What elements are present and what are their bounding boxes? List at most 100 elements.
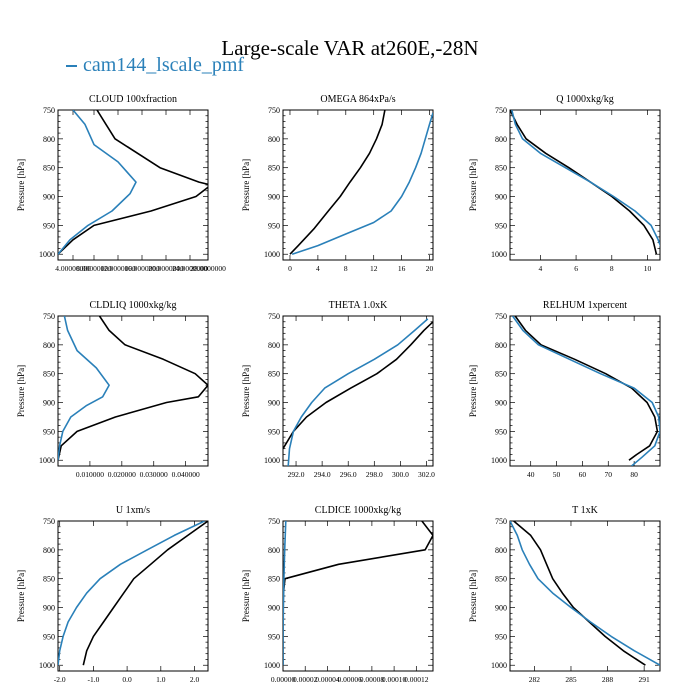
series-line-blue [511,110,660,247]
y-tick-label: 750 [268,106,280,115]
series-line-black [514,316,659,461]
x-tick-label: 0.0 [122,675,132,684]
chart-panel-7: U 1xm/s Pressure [hPa] 750 800 850 900 950 1000… [16,505,209,684]
series-line-blue [283,521,287,666]
y-tick-label: 1000 [39,250,55,259]
y-tick-label: 850 [495,164,507,173]
plot-frame [282,315,434,467]
y-tick-label: 800 [43,341,55,350]
x-tick-label: 4 [316,264,320,273]
y-tick-label: 950 [43,632,55,641]
y-tick-label: 850 [43,370,55,379]
y-tick-label: 1000 [39,456,55,465]
y-tick-label: 1000 [491,456,507,465]
y-tick-label: 850 [43,575,55,584]
x-tick-label: 0.00012 [404,675,429,684]
x-tick-label: 302.0 [418,470,435,479]
y-tick-label: 800 [268,341,280,350]
panel-title: CLOUD 100xfraction [89,94,177,105]
plot-frame [282,520,434,672]
x-tick-label: 1.0 [156,675,166,684]
chart-panel-2: OMEGA 864xPa/s Pressure [hPa] 750 800 850 900… [241,94,434,273]
x-tick-label: 282 [529,675,541,684]
panel-title: T 1xK [572,505,598,516]
y-tick-label: 800 [43,546,55,555]
y-tick-label: 850 [268,164,280,173]
y-tick-label: 850 [495,575,507,584]
x-tick-label: 2.0 [190,675,200,684]
x-tick-label: 292.0 [288,470,305,479]
y-tick-label: 850 [43,164,55,173]
chart-panel-6: RELHUM 1xpercent Pressure [hPa] 750 800 850 9… [468,300,661,479]
y-axis-label: Pressure [hPa] [468,570,478,622]
figure-title: Large-scale VAR at260E,-28N [221,36,479,60]
chart-panel-8: CLDICE 1000xkg/kg Pressure [hPa] 750 800 850… [241,505,434,684]
series-line-black [289,110,386,255]
y-tick-label: 950 [268,221,280,230]
y-tick-label: 750 [495,517,507,526]
y-axis-label: Pressure [hPa] [468,365,478,417]
y-tick-label: 900 [495,193,507,202]
x-tick-label: 16 [398,264,406,273]
y-tick-label: 950 [495,427,507,436]
y-tick-label: 900 [268,604,280,613]
panel-title: Q 1000xkg/kg [556,94,614,105]
panel-title: CLDICE 1000xkg/kg [315,505,401,516]
panel-title: RELHUM 1xpercent [543,300,627,311]
x-tick-label: 294.0 [314,470,331,479]
y-tick-label: 950 [268,632,280,641]
y-tick-label: 1000 [264,456,280,465]
y-tick-label: 950 [495,632,507,641]
x-tick-label: 20.0000000 [148,264,184,273]
y-tick-label: 900 [43,604,55,613]
x-tick-label: 0.00004 [315,675,340,684]
y-tick-label: 750 [43,312,55,321]
x-tick-label: -2.0 [54,675,66,684]
x-tick-label: 20 [426,264,434,273]
x-tick-label: 8 [344,264,348,273]
y-tick-label: 900 [43,399,55,408]
y-tick-label: 800 [495,135,507,144]
x-tick-label: 288 [602,675,614,684]
plot-frame [57,315,209,467]
panel-title: CLDLIQ 1000xkg/kg [90,300,177,311]
series-line-blue [58,521,205,666]
chart-panel-3: Q 1000xkg/kg Pressure [hPa] 750 800 850 900 95… [468,94,661,273]
series-line-black [82,521,208,666]
y-tick-label: 1000 [491,661,507,670]
y-tick-label: 850 [268,575,280,584]
x-tick-label: 80 [630,470,638,479]
y-axis-label: Pressure [hPa] [468,159,478,211]
x-tick-label: 8 [610,264,614,273]
y-tick-label: 800 [495,341,507,350]
y-tick-label: 900 [495,399,507,408]
x-tick-label: 6 [574,264,578,273]
x-tick-label: 28.0000000 [190,264,226,273]
panel-title: U 1xm/s [116,505,150,516]
series-line-black [510,110,658,255]
x-tick-label: 4.00000000 [55,264,91,273]
y-tick-label: 750 [268,312,280,321]
x-tick-label: 0.030000 [140,470,168,479]
x-tick-label: 0.00000 [271,675,296,684]
x-tick-label: 4 [538,264,542,273]
y-axis-label: Pressure [hPa] [241,570,251,622]
y-axis-label: Pressure [hPa] [241,365,251,417]
x-tick-label: 0.00010 [382,675,407,684]
y-tick-label: 950 [268,427,280,436]
x-tick-label: 60 [579,470,587,479]
chart-panel-5: THETA 1.0xK Pressure [hPa] 750 800 850 900 950… [241,300,435,479]
x-tick-label: 12 [370,264,378,273]
series-line-blue [287,318,429,466]
series-line-blue [58,110,137,255]
x-tick-label: 50 [553,470,561,479]
x-tick-label: 12.0000000 [100,264,136,273]
x-tick-label: 8.00000000 [76,264,112,273]
panel-title: THETA 1.0xK [329,300,388,311]
plot-frame [509,520,661,672]
y-tick-label: 950 [495,221,507,230]
x-tick-label: 0.040000 [172,470,200,479]
x-tick-label: 0.00002 [293,675,318,684]
y-tick-label: 1000 [39,661,55,670]
y-tick-label: 750 [43,517,55,526]
